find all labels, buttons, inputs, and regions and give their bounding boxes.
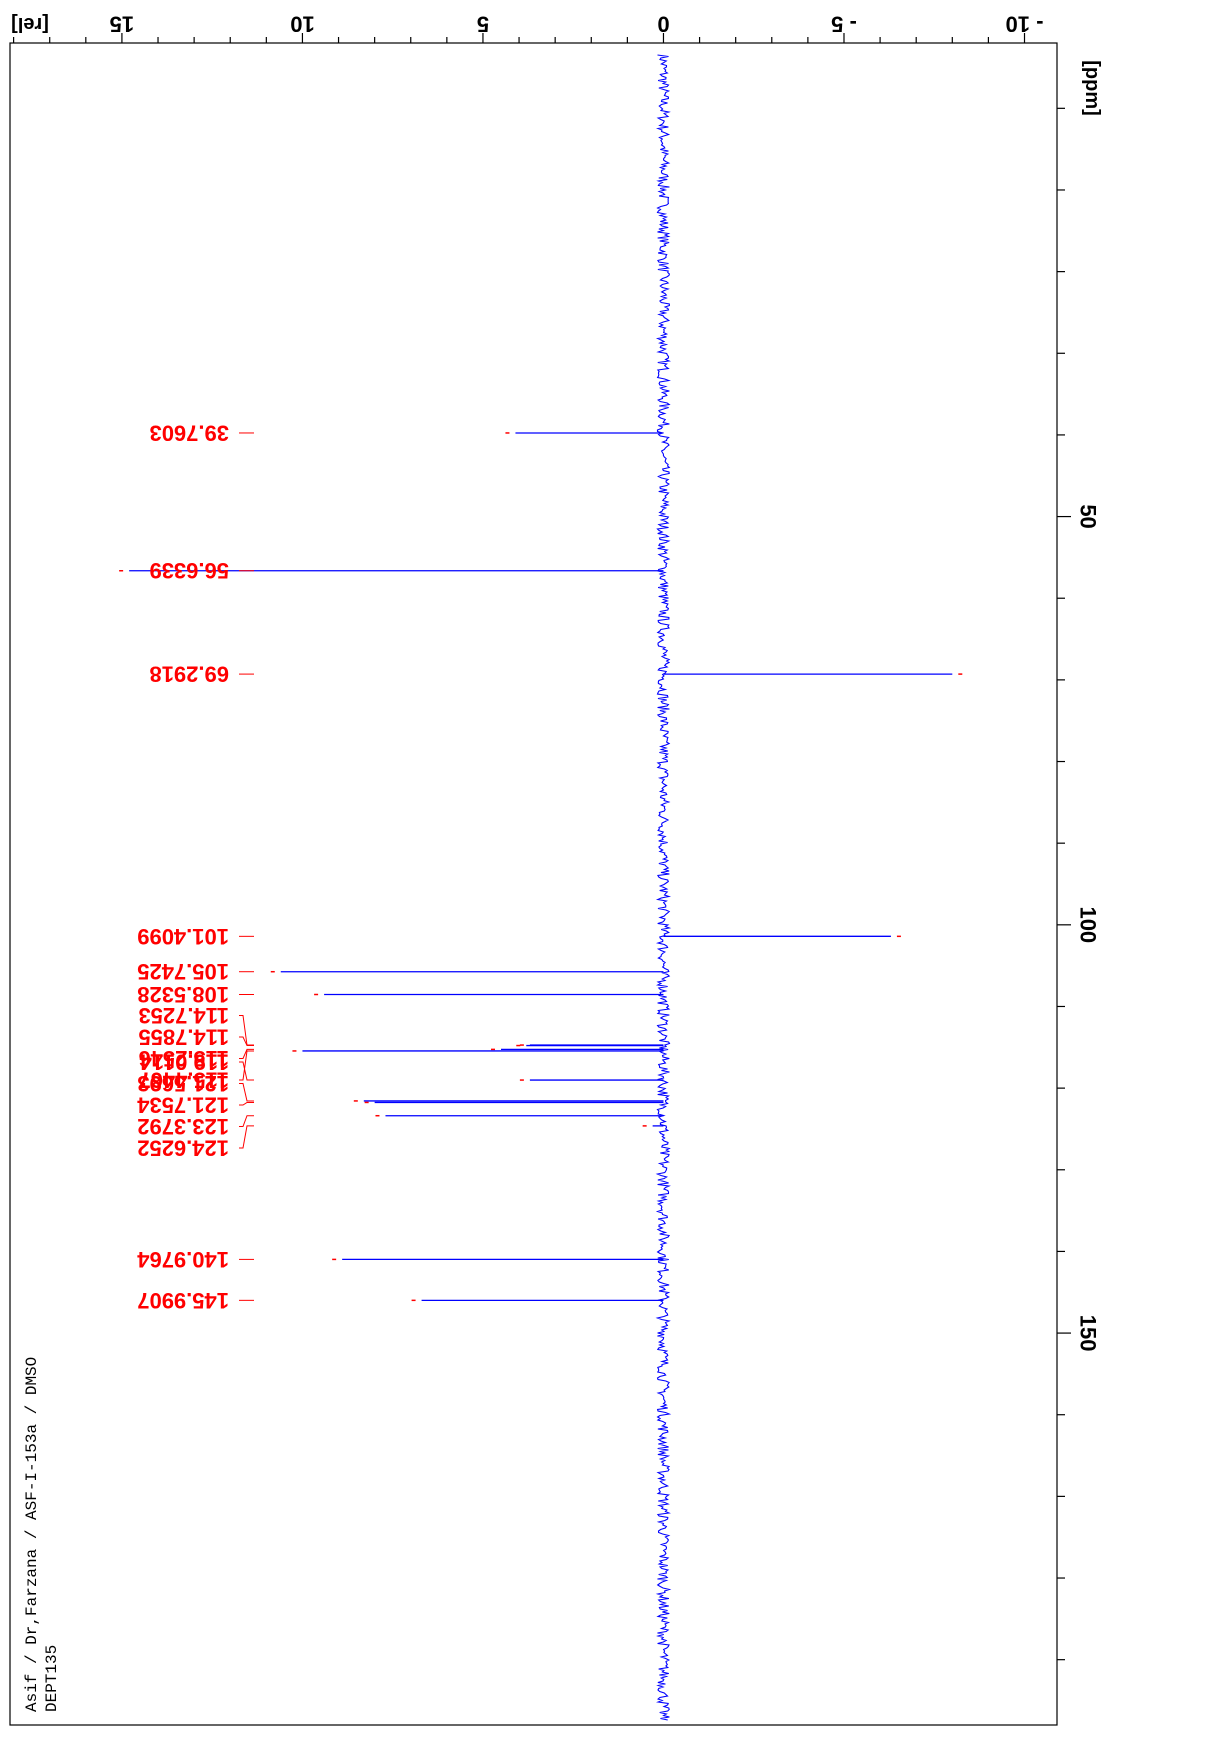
rel-tick-label: - 5: [831, 12, 857, 37]
peak-label-leader: [239, 1101, 254, 1106]
peak-label: 115.4467: [138, 1067, 229, 1092]
peaks-layer: [119, 432, 963, 1302]
peak-label: 39.7603: [149, 420, 229, 445]
rel-tick-label: 0: [657, 12, 669, 37]
rel-tick-label: - 10: [1006, 12, 1044, 37]
peak-label: 105.7425: [137, 959, 229, 984]
peak-label: 108.5328: [137, 982, 229, 1007]
peak-label: 124.6252: [137, 1136, 229, 1161]
peak-label: 121.5693: [137, 1071, 229, 1096]
peak-label-leader: [239, 1083, 254, 1102]
peak-label: 115.2546: [138, 1046, 229, 1071]
peak-label: 114.7855: [138, 1024, 229, 1049]
peak-label: 69.2918: [149, 662, 229, 687]
rel-unit-label: [rel]: [11, 13, 49, 35]
peak-label: 114.7253: [138, 1003, 229, 1028]
peak-label: 140.9764: [136, 1247, 229, 1272]
peak-label-leader: [239, 1014, 254, 1046]
plot-frame: [9, 42, 1058, 1726]
peak-label: 101.4099: [137, 924, 229, 949]
peak-label: 56.6339: [149, 558, 229, 583]
sample-info: Asif / Dr,Farzana / ASF-I-153a / DMSO: [23, 1357, 41, 1712]
ppm-tick-label: 50: [1076, 504, 1101, 528]
peak-label-leader: [239, 1036, 254, 1047]
rel-tick-label: 15: [110, 12, 134, 37]
spectrum-layer: [655, 54, 672, 1721]
peak-label: 123.3792: [137, 1114, 229, 1139]
experiment-type: DEPT135: [43, 1645, 61, 1712]
peak-label-leader: [239, 1125, 254, 1149]
peak-label-leader: [239, 1050, 254, 1081]
ppm-tick-label: 100: [1076, 906, 1101, 943]
peak-label: 119.0114: [139, 1050, 229, 1075]
peak-labels-layer: 39.7603 56.6339 69.2918 101.4099 105.7425108…: [136, 420, 254, 1313]
peak-label-leader: [239, 1048, 254, 1059]
info-layer: Asif / Dr,Farzana / ASF-I-153a / DMSO DEP…: [23, 1357, 61, 1712]
peak-label-leader: [239, 1115, 254, 1128]
ppm-tick-label: 150: [1076, 1315, 1101, 1352]
rel-tick-label: 10: [290, 12, 314, 37]
peak-label: 121.7534: [136, 1093, 229, 1118]
peak-label: 145.9907: [137, 1288, 229, 1313]
peak-label-leader: [239, 1061, 254, 1081]
spectrum-baseline: [655, 54, 672, 1721]
rel-tick-label: 5: [477, 12, 489, 37]
ppm-unit-label: [ppm]: [1081, 60, 1103, 116]
